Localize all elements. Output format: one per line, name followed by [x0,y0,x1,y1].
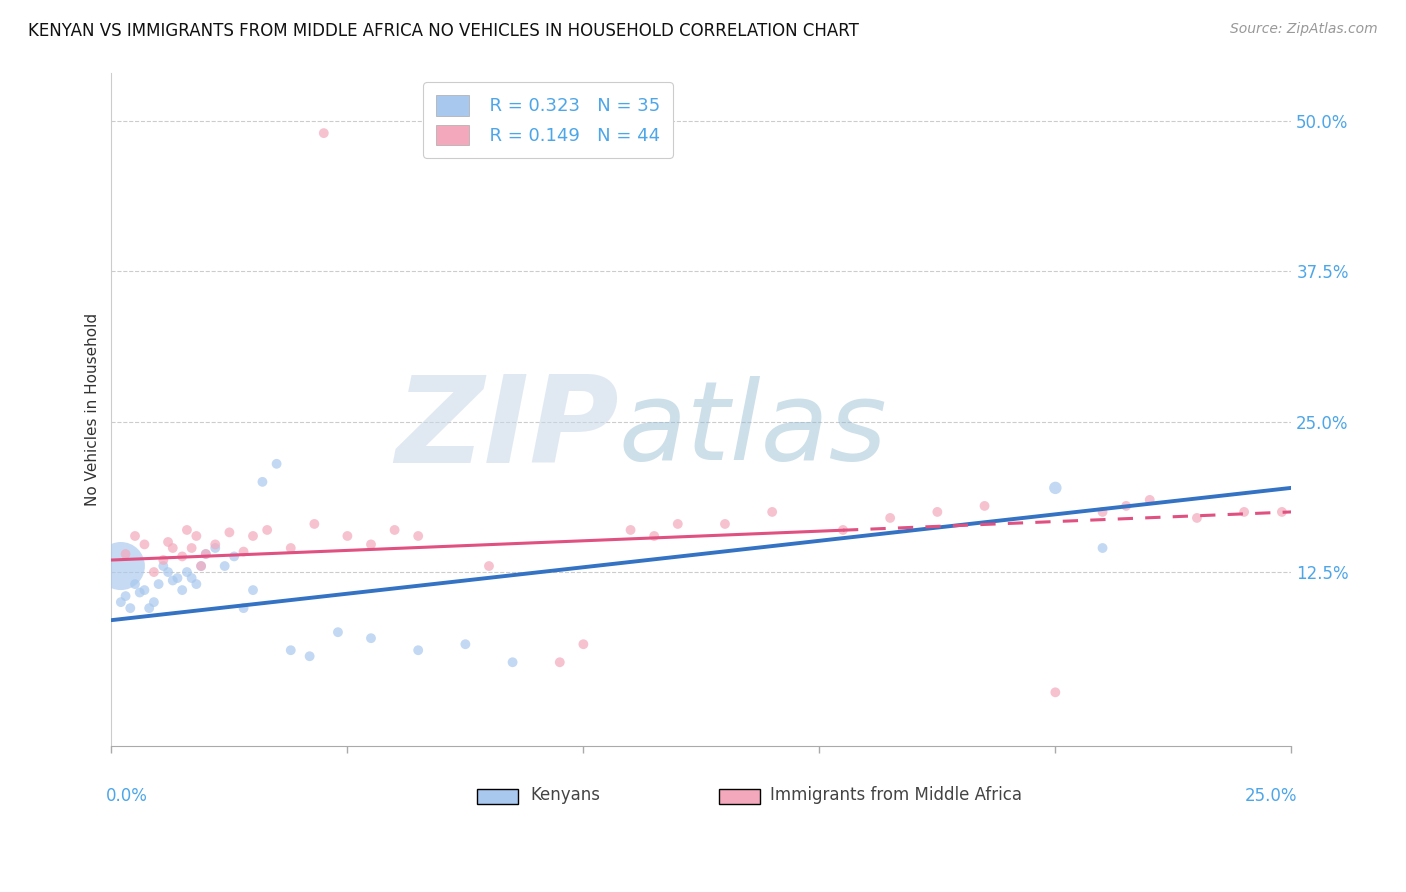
Point [312,126,335,140]
Text: KENYAN VS IMMIGRANTS FROM MIDDLE AFRICA NO VEHICLES IN HOUSEHOLD CORRELATION CHA: KENYAN VS IMMIGRANTS FROM MIDDLE AFRICA … [28,22,859,40]
Point [1091,541,1114,555]
Point [157,535,180,549]
Point [242,583,264,598]
Point [110,559,132,574]
Text: Immigrants from Middle Africa: Immigrants from Middle Africa [770,786,1022,804]
Legend:   R = 0.323   N = 35,   R = 0.149   N = 44: R = 0.323 N = 35, R = 0.149 N = 44 [423,82,672,158]
Y-axis label: No Vehicles in Household: No Vehicles in Household [86,313,100,507]
Point [304,516,326,531]
Text: 25.0%: 25.0% [1244,787,1298,805]
Point [714,516,737,531]
Point [152,559,174,574]
Point [194,547,217,561]
Point [478,559,501,574]
Point [336,529,359,543]
Point [176,523,198,537]
Point [242,529,264,543]
Point [502,655,524,669]
Point [148,577,170,591]
Point [180,541,202,555]
Point [124,577,146,591]
Point [326,625,349,640]
Point [224,549,246,564]
Point [186,529,208,543]
Point [666,516,689,531]
Point [214,559,236,574]
Point [128,585,150,599]
Point [256,523,278,537]
Point [194,547,217,561]
Point [120,601,142,615]
Point [1115,499,1137,513]
Point [204,541,226,555]
Point [232,601,254,615]
Point [360,537,382,551]
Point [190,559,212,574]
Point [927,505,949,519]
Point [572,637,595,651]
Point [973,499,995,513]
Point [232,544,254,558]
Point [142,595,165,609]
Point [1091,505,1114,519]
Point [218,525,240,540]
Point [114,589,136,603]
Point [114,547,136,561]
Point [761,505,783,519]
Point [162,574,184,588]
Point [190,559,212,574]
Point [643,529,665,543]
Point [454,637,477,651]
Text: Source: ZipAtlas.com: Source: ZipAtlas.com [1230,22,1378,37]
Point [138,601,160,615]
Point [298,649,321,664]
FancyBboxPatch shape [477,789,519,804]
Point [832,523,855,537]
Point [204,537,226,551]
Point [280,541,302,555]
Text: ZIP: ZIP [395,371,619,489]
Point [548,655,571,669]
Text: Kenyans: Kenyans [530,786,600,804]
Point [134,537,156,551]
Point [1185,511,1208,525]
Point [619,523,641,537]
Point [157,565,180,579]
Point [280,643,302,657]
Point [406,529,429,543]
Point [172,549,194,564]
Text: atlas: atlas [619,376,887,483]
Point [180,571,202,585]
Text: 0.0%: 0.0% [105,787,148,805]
Point [110,595,132,609]
Point [162,541,184,555]
Point [152,553,174,567]
Point [124,529,146,543]
Point [134,583,156,598]
Point [1271,505,1294,519]
Point [166,571,188,585]
Point [406,643,429,657]
Point [172,583,194,598]
Point [1233,505,1256,519]
Point [142,565,165,579]
Point [252,475,274,489]
Point [1045,481,1067,495]
Point [186,577,208,591]
Point [1045,685,1067,699]
FancyBboxPatch shape [718,789,761,804]
Point [360,631,382,645]
Point [1139,492,1161,507]
Point [879,511,901,525]
Point [176,565,198,579]
Point [384,523,406,537]
Point [266,457,288,471]
